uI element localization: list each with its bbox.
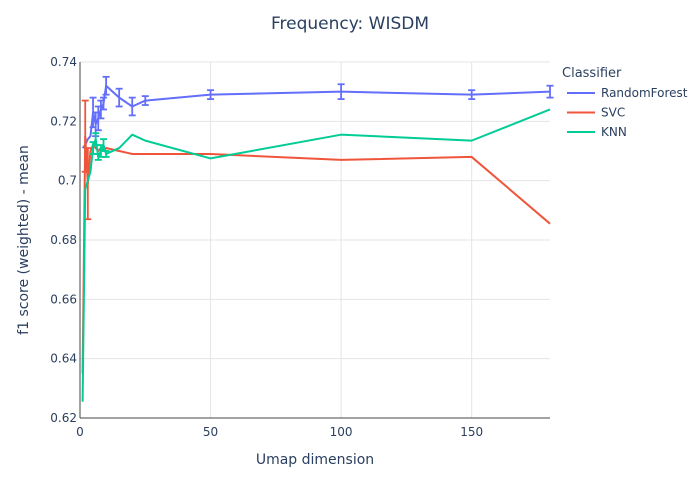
x-tick-label: 50 (203, 425, 218, 439)
series-knn (81, 108, 551, 402)
legend-title: Classifier (562, 66, 622, 81)
y-tick-label: 0.68 (50, 233, 77, 247)
y-tick-label: 0.74 (50, 55, 77, 69)
axes: 0.62 0.64 0.66 0.68 0.7 0.72 0.74 0 50 100 150 (50, 55, 550, 439)
legend-label: RandomForest (601, 86, 688, 100)
x-tick-label: 100 (330, 425, 353, 439)
legend: Classifier RandomForest SVC KNN (562, 66, 688, 139)
y-tick-label: 0.64 (50, 352, 77, 366)
series-randomforest (81, 75, 554, 149)
x-axis-title: Umap dimension (256, 452, 374, 468)
y-tick-label: 0.7 (58, 174, 77, 188)
y-tick-label: 0.72 (50, 114, 77, 128)
x-tick-label: 150 (460, 425, 483, 439)
y-tick-label: 0.66 (50, 292, 77, 306)
legend-label: SVC (601, 106, 625, 120)
series-layer (81, 75, 554, 402)
y-tick-label: 0.62 (50, 411, 77, 425)
y-axis-title: f1 score (weighted) - mean (16, 145, 32, 335)
chart-title: Frequency: WISDM (271, 14, 429, 34)
grid (80, 61, 550, 419)
x-tick-label: 0 (76, 425, 84, 439)
legend-label: KNN (601, 125, 627, 139)
